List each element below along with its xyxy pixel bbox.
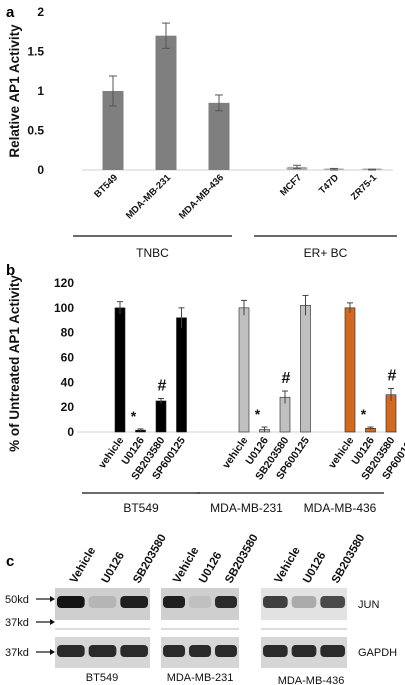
y-tick-label: 80 [61,326,75,340]
y-tick-label: 1 [37,84,44,98]
cell-line-label: MDA-MB-231 [167,672,234,684]
bar-MDA-MB-436 [208,102,230,170]
lane-label: SB203580 [223,532,261,585]
x-tick-label: ZR75-1 [349,172,380,203]
jun-band [189,596,211,608]
significance-star: * [131,408,137,424]
gapdh-band [120,645,148,657]
significance-hash: # [388,368,397,385]
jun-band [163,596,185,608]
x-tick-label: MDA-MB-436 [177,172,226,221]
chart-b: 0 20 40 60 80 100 120 % of Untreated AP1 Activi… [7,275,405,515]
lane-label: U0126 [301,550,328,585]
bar-MDA-MB-436-vehicle [344,307,356,433]
lane-label: SB203580 [330,532,368,585]
significance-star: * [255,406,261,422]
gapdh-band [215,645,237,657]
jun-band [320,596,345,608]
panel-letter-b: b [6,262,15,279]
x-tick-label: MDA-MB-231 [124,172,174,222]
y-tick-label: 20 [61,400,75,414]
bar-MDA-MB-231-vehicle [238,307,250,433]
x-tick-label: MCF7 [278,172,304,198]
size-marker-label: 50kd [5,594,29,606]
cell-line-label: BT549 [86,672,118,684]
gapdh-band [291,645,317,657]
arrow-head-icon [50,596,55,602]
significance-hash: # [282,370,291,387]
y-tick-label: 1.5 [27,45,44,59]
lane-label: SB203580 [131,532,169,585]
gapdh-band [57,645,85,657]
arrow-head-icon [50,619,55,625]
gapdh-band [320,645,345,657]
bar-MDA-MB-231-SP600125 [300,305,311,433]
size-marker-label: 37kd [5,647,29,659]
y-tick-label: 0.5 [27,124,44,138]
group-label: MDA-MB-231 [210,501,283,515]
jun-band [263,596,288,608]
x-tick-label: BT549 [92,172,120,200]
lane-label: U0126 [197,550,224,585]
y-tick-label: 0 [37,163,44,177]
gapdh-band [88,645,117,657]
y-tick-label: 40 [61,375,75,389]
x-tick-label: T47D [317,172,341,196]
panel-letter-c: c [6,553,14,570]
y-tick-label: 2 [37,5,44,19]
significance-star: * [361,406,367,422]
lane-label: Vehicle [273,545,303,585]
bar-BT549-SB203580 [155,400,167,433]
x-tick-label: vehicle [220,435,250,471]
group-label: ER+ BC [304,246,348,260]
y-axis-label: Relative AP1 Activity [7,24,22,158]
y-tick-label: 0 [67,425,74,439]
gapdh-band [263,645,288,657]
gapdh-band [163,645,185,657]
protein-label-gapdh: GAPDH [358,647,397,659]
arrow-head-icon [50,649,55,655]
group-label: BT549 [123,501,159,515]
protein-label-jun: JUN [358,599,379,611]
panel-letter-a: a [6,4,15,21]
group-label: MDA-MB-436 [304,501,377,515]
cell-line-label: MDA-MB-436 [278,675,345,685]
jun-band [291,596,317,608]
jun-band [57,596,85,608]
group-label: TNBC [136,246,169,260]
gapdh-band [189,645,211,657]
y-tick-label: 100 [54,301,74,315]
y-tick-label: 120 [54,276,74,290]
bar-BT549 [102,91,124,170]
bar-BT549-vehicle [114,307,126,433]
jun-band [120,596,148,608]
lane-label: U0126 [100,550,127,585]
jun-band [88,596,117,608]
y-tick-label: 60 [61,351,75,365]
lane-label: Vehicle [68,545,98,585]
bar-BT549-SP600125 [176,317,187,433]
bar-MDA-MB-231 [155,35,177,171]
y-axis-label: % of Untreated AP1 Activity [7,275,22,452]
jun-band [215,596,237,608]
x-tick-label: vehicle [96,435,126,471]
significance-hash: # [158,377,167,394]
x-tick-label: vehicle [326,435,356,471]
size-marker-label: 37kd [5,617,29,629]
